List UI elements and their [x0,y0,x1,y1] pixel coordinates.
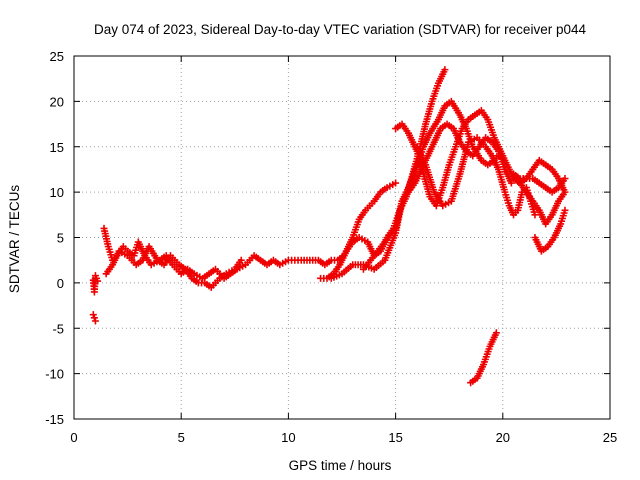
x-tick-label: 20 [496,430,510,445]
y-tick-label: 10 [50,185,64,200]
data-point [507,179,515,187]
series-trace-4 [102,243,245,291]
series-trace-11 [531,206,569,255]
data-point [237,256,245,264]
plot-frame [73,55,611,420]
data-point [441,66,449,74]
y-tick-label: 15 [50,140,64,155]
y-tick-label: 20 [50,94,64,109]
data-point [89,311,97,319]
series-trace-1 [89,272,102,296]
data-point [510,170,518,178]
series-trace-12 [467,329,500,387]
y-axis-label: SDTVAR / TECUs [7,185,22,294]
grid-lines [74,56,610,419]
series-trace-6 [327,97,503,282]
data-point [561,175,569,183]
x-tick-label: 10 [281,430,295,445]
data-point [94,277,102,285]
y-tick-label: -15 [45,412,64,427]
y-tick-label: -10 [45,367,64,382]
axis-ticks: 0 5 10 15 20 25 25 20 15 10 5 0 -5 -10 -15 [45,49,617,445]
x-tick-label: 25 [603,430,617,445]
x-tick-label: 0 [70,430,77,445]
data-point [91,317,99,325]
y-tick-label: -5 [52,321,64,336]
data-point [531,211,539,219]
data-point [90,314,98,322]
series-trace-2 [89,311,99,325]
y-tick-label: 0 [57,276,64,291]
data-point [492,329,500,337]
x-axis-label: GPS time / hours [289,458,392,473]
data-point [392,179,400,187]
x-tick-label: 15 [388,430,402,445]
x-tick-label: 5 [178,430,185,445]
series-trace-3 [100,179,400,282]
chart-title: Day 074 of 2023, Sidereal Day-to-day VTE… [94,22,586,37]
data-point [561,206,569,214]
data-points [89,66,569,387]
y-tick-label: 5 [57,231,64,246]
y-tick-label: 25 [50,49,64,64]
series-trace-10 [510,156,569,228]
